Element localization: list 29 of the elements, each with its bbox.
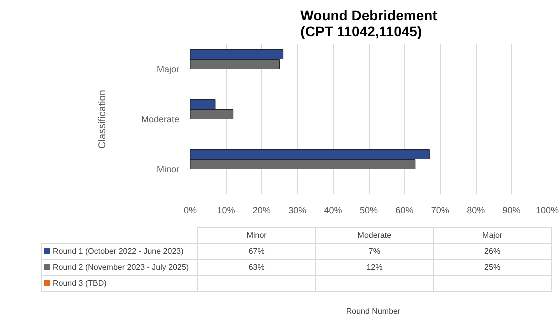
text: 67%	[248, 246, 265, 256]
y-axis-title: Classification	[97, 90, 108, 149]
y-tick-label: Minor	[156, 164, 180, 174]
category-label: Moderate	[358, 230, 392, 240]
text: 26%	[484, 246, 501, 256]
x-tick-label: 40%	[324, 206, 342, 216]
text: 7%	[368, 246, 380, 256]
x-tick-label: 30%	[288, 206, 307, 216]
text: Round Number	[345, 306, 402, 318]
chart-title: Wound Debridement (CPT 11042,11045)	[300, 8, 438, 40]
legend-label: Round 3 (TBD)	[42, 276, 198, 292]
y-tick-label: Major	[156, 64, 180, 74]
legend-label: Round 1 (October 2022 - June 2023)	[42, 244, 198, 260]
y-tick-label: Moderate	[141, 114, 180, 124]
x-tick-label: 70%	[431, 206, 450, 216]
x-tick-label: 10%	[217, 206, 236, 216]
text: 12%	[366, 262, 383, 272]
text: 25%	[484, 262, 501, 272]
x-tick-label: 80%	[467, 206, 486, 216]
x-tick-label: 0%	[184, 206, 198, 216]
x-tick-label: 90%	[502, 206, 521, 216]
x-tick-label: 50%	[360, 206, 378, 216]
x-tick-label: 100%	[536, 206, 559, 216]
x-tick-label: 20%	[252, 206, 271, 216]
category-label: Minor	[246, 230, 267, 240]
x-tick-label: 60%	[396, 206, 414, 216]
text: 63%	[248, 262, 265, 272]
legend-label: Round 2 (November 2023 - July 2025)	[42, 260, 198, 276]
category-label: Major	[482, 230, 503, 240]
